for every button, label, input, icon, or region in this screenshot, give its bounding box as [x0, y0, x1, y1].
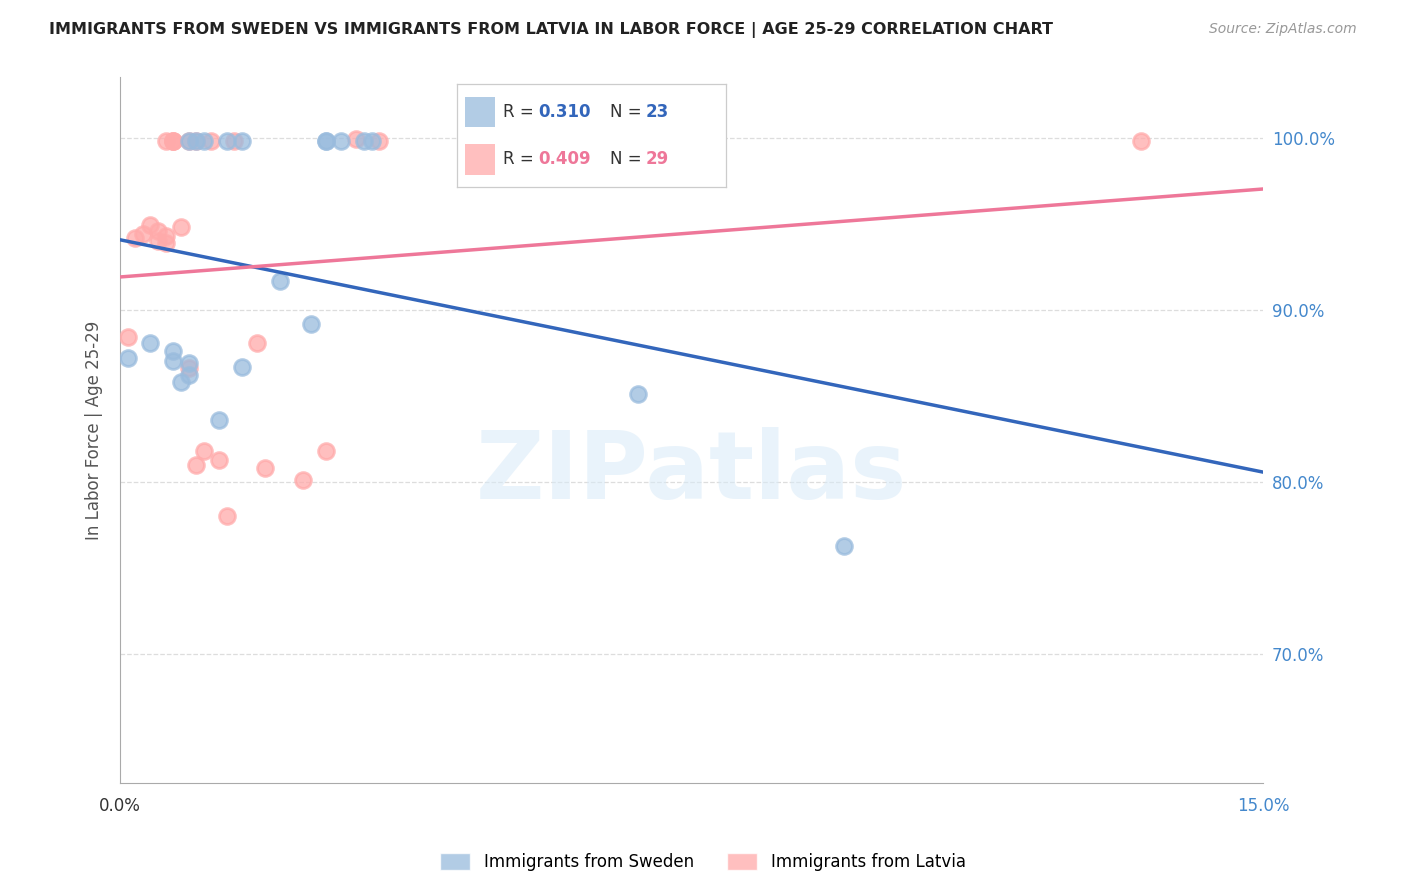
Point	[155, 134, 177, 148]
Point	[162, 354, 184, 368]
Text: ZIPatlas: ZIPatlas	[477, 426, 907, 518]
Point	[162, 134, 184, 148]
Point	[253, 461, 276, 475]
Point	[315, 444, 337, 458]
Point	[162, 134, 184, 148]
Point	[193, 444, 215, 458]
Point	[170, 220, 193, 235]
Text: IMMIGRANTS FROM SWEDEN VS IMMIGRANTS FROM LATVIA IN LABOR FORCE | AGE 25-29 CORR: IMMIGRANTS FROM SWEDEN VS IMMIGRANTS FRO…	[49, 22, 1053, 38]
Point	[368, 134, 391, 148]
Point	[177, 134, 200, 148]
Point	[124, 230, 146, 244]
Point	[832, 539, 855, 553]
Point	[627, 387, 650, 401]
Point	[139, 219, 162, 233]
Point	[246, 335, 269, 350]
Point	[215, 134, 238, 148]
Point	[315, 134, 337, 148]
Point	[1130, 134, 1153, 148]
Point	[224, 134, 246, 148]
Point	[200, 134, 222, 148]
Point	[330, 134, 353, 148]
Point	[186, 134, 208, 148]
Point	[353, 134, 375, 148]
Point	[208, 413, 231, 427]
Point	[177, 356, 200, 370]
Point	[215, 509, 238, 524]
Y-axis label: In Labor Force | Age 25-29: In Labor Force | Age 25-29	[86, 321, 103, 540]
Point	[177, 134, 200, 148]
Point	[146, 234, 169, 248]
Point	[269, 274, 291, 288]
Point	[155, 235, 177, 250]
Point	[186, 458, 208, 472]
Point	[162, 134, 184, 148]
Point	[155, 228, 177, 243]
Point	[231, 359, 253, 374]
Point	[291, 473, 314, 487]
Point	[170, 375, 193, 389]
Point	[193, 134, 215, 148]
Text: 15.0%: 15.0%	[1237, 797, 1289, 815]
Point	[117, 330, 139, 344]
Point	[132, 227, 155, 241]
Point	[315, 134, 337, 148]
Point	[146, 224, 169, 238]
Text: Source: ZipAtlas.com: Source: ZipAtlas.com	[1209, 22, 1357, 37]
Point	[299, 317, 322, 331]
Legend: Immigrants from Sweden, Immigrants from Latvia: Immigrants from Sweden, Immigrants from …	[432, 845, 974, 880]
Point	[186, 134, 208, 148]
Point	[177, 361, 200, 376]
Point	[360, 134, 382, 148]
Text: 0.0%: 0.0%	[98, 797, 141, 815]
Point	[344, 132, 367, 146]
Point	[231, 134, 253, 148]
Point	[162, 344, 184, 359]
Point	[139, 335, 162, 350]
Point	[117, 351, 139, 365]
Point	[177, 368, 200, 383]
Point	[208, 452, 231, 467]
